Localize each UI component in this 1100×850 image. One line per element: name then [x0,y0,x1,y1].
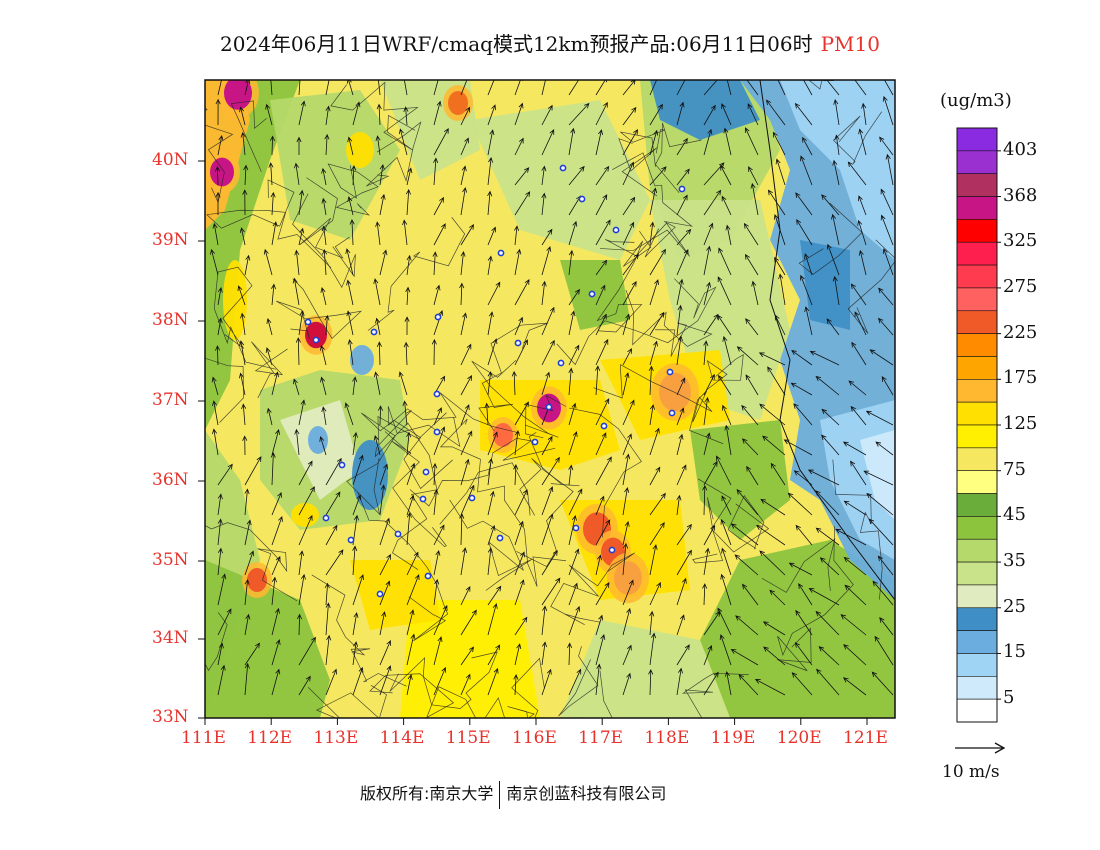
legend-band [956,676,998,700]
legend-tick-label: 15 [1003,641,1026,663]
lat-label: 35N [152,550,189,570]
wind-reference-label: 10 m/s [942,762,1000,782]
legend-band [956,219,998,243]
lon-label: 121E [843,728,888,748]
lat-label: 36N [152,470,189,490]
legend-band [956,241,998,266]
legend-tick-label: 125 [1003,413,1038,434]
latitude-ticks [198,160,205,719]
legend-band [956,379,998,403]
legend-band [956,653,998,677]
copyright-right: 南京创蓝科技有限公司 [506,784,667,803]
legend-tick-label: 5 [1003,687,1015,709]
legend-band [956,470,998,494]
legend-band [956,607,998,631]
lat-label: 40N [152,150,189,170]
legend-band [956,310,998,334]
legend-band [956,424,998,449]
lon-label: 113E [313,728,359,748]
legend-tick-label: 35 [1003,550,1026,572]
legend-band [956,150,998,174]
lat-label: 38N [152,310,189,330]
lon-label: 120E [776,728,822,748]
lon-label: 115E [445,728,491,748]
copyright-footer: 版权所有:南京大学 南京创蓝科技有限公司 [360,780,666,809]
lon-label: 118E [644,728,690,748]
map-frame [204,79,896,719]
legend-band [956,127,998,152]
concentration-regions [205,80,895,718]
legend-band [956,173,998,197]
map-title: 2024年06月11日WRF/cmaq模式12km预报产品:06月11日06时 P… [0,28,1100,57]
legend-tick-label: 368 [1003,184,1038,206]
wind-arrows [210,80,894,696]
pollutant-label: PM10 [820,32,880,56]
legend-band [956,287,998,312]
legend-tick-label: 45 [1003,504,1026,526]
lon-label: 119E [710,728,756,748]
title-text: 2024年06月11日WRF/cmaq模式12km预报产品:06月11日06时 [220,32,813,56]
lat-label: 37N [152,390,189,410]
longitude-ticks [204,718,868,725]
legend-unit: (ug/m3) [940,90,1012,111]
legend-tick-label: 403 [1003,138,1038,160]
lon-label: 112E [247,728,293,748]
legend-band [956,630,998,654]
legend-tick-label: 25 [1003,595,1026,617]
legend-band [956,196,998,220]
legend-band [956,356,998,380]
lat-label: 33N [152,707,189,727]
lat-label: 39N [152,230,189,250]
footer-separator [499,780,501,809]
color-legend [956,127,1001,723]
hotspot-layer [205,80,699,604]
legend-band [956,401,998,426]
legend-tick-label: 175 [1003,367,1038,389]
legend-band [956,333,998,357]
legend-band [956,516,998,540]
city-stations [304,164,686,598]
legend-band [956,493,998,517]
legend-band [956,264,998,289]
legend-tick-label: 325 [1003,230,1038,252]
legend-tick-label: 225 [1003,321,1038,343]
copyright-left: 版权所有:南京大学 [360,784,494,803]
legend-band [956,698,998,723]
lat-label: 34N [152,628,189,648]
legend-band [956,561,998,586]
legend-tick-label: 275 [1003,275,1038,297]
lon-label: 114E [379,728,425,748]
legend-band [956,447,998,471]
legend-band [956,584,998,609]
legend-band [956,538,998,563]
lon-label: 117E [578,728,624,748]
lon-label: 116E [512,728,557,748]
lon-label: 111E [181,728,226,748]
wind-reference-arrow [955,742,1006,754]
legend-tick-label: 75 [1003,458,1026,480]
